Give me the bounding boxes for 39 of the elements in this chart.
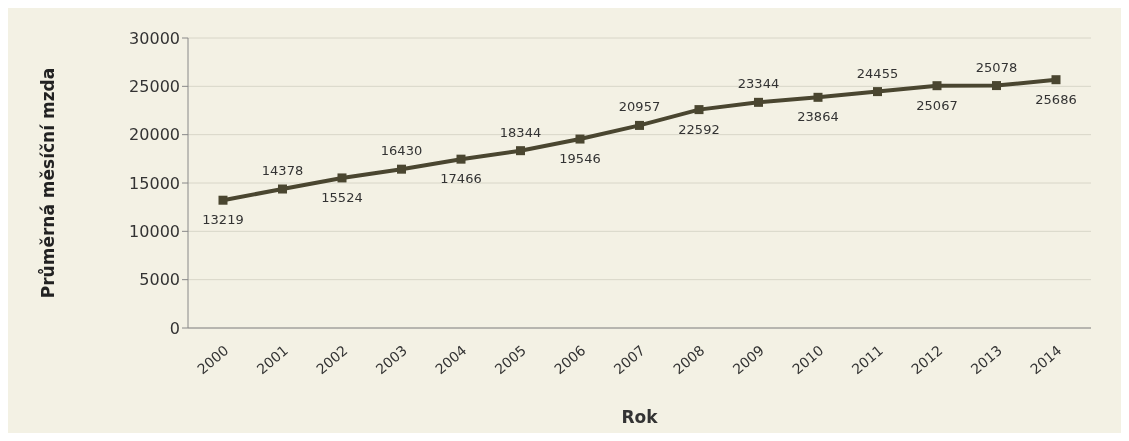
x-axis-title: Rok bbox=[621, 407, 659, 427]
data-label: 25686 bbox=[1035, 91, 1077, 107]
point bbox=[337, 173, 347, 183]
y-tick-label: 0 bbox=[169, 318, 180, 338]
point bbox=[278, 184, 287, 194]
point bbox=[575, 134, 585, 144]
y-tick-label: 20000 bbox=[129, 125, 180, 145]
data-label: 23864 bbox=[797, 109, 839, 125]
y-tick-label: 25000 bbox=[129, 77, 180, 97]
data-label: 16430 bbox=[380, 143, 423, 159]
data-label: 24455 bbox=[856, 65, 899, 81]
y-tick-label: 5000 bbox=[139, 270, 180, 290]
data-label: 18344 bbox=[499, 124, 542, 140]
point bbox=[754, 97, 763, 107]
data-label: 25067 bbox=[916, 97, 958, 113]
data-label: 17466 bbox=[440, 171, 482, 187]
point bbox=[456, 154, 466, 164]
point bbox=[992, 81, 1001, 91]
data-label: 25078 bbox=[975, 59, 1018, 75]
y-tick-label: 15000 bbox=[129, 173, 180, 193]
data-label: 15524 bbox=[321, 189, 363, 205]
point bbox=[694, 105, 704, 115]
point bbox=[397, 164, 406, 174]
data-label: 23344 bbox=[737, 76, 780, 92]
y-tick-label: 10000 bbox=[129, 222, 180, 242]
point bbox=[873, 87, 882, 97]
data-label: 19546 bbox=[559, 151, 601, 167]
y-axis-title: Průměrná měsíční mzda bbox=[37, 67, 59, 299]
point bbox=[1051, 75, 1061, 85]
data-label: 20957 bbox=[618, 99, 661, 115]
data-label: 14378 bbox=[261, 163, 304, 179]
data-label: 13219 bbox=[202, 212, 244, 228]
point bbox=[516, 146, 525, 156]
point bbox=[932, 81, 942, 91]
y-tick-label: 30000 bbox=[129, 28, 180, 48]
point bbox=[635, 120, 644, 130]
point bbox=[813, 92, 823, 102]
point bbox=[218, 195, 228, 205]
data-label: 22592 bbox=[678, 121, 720, 137]
